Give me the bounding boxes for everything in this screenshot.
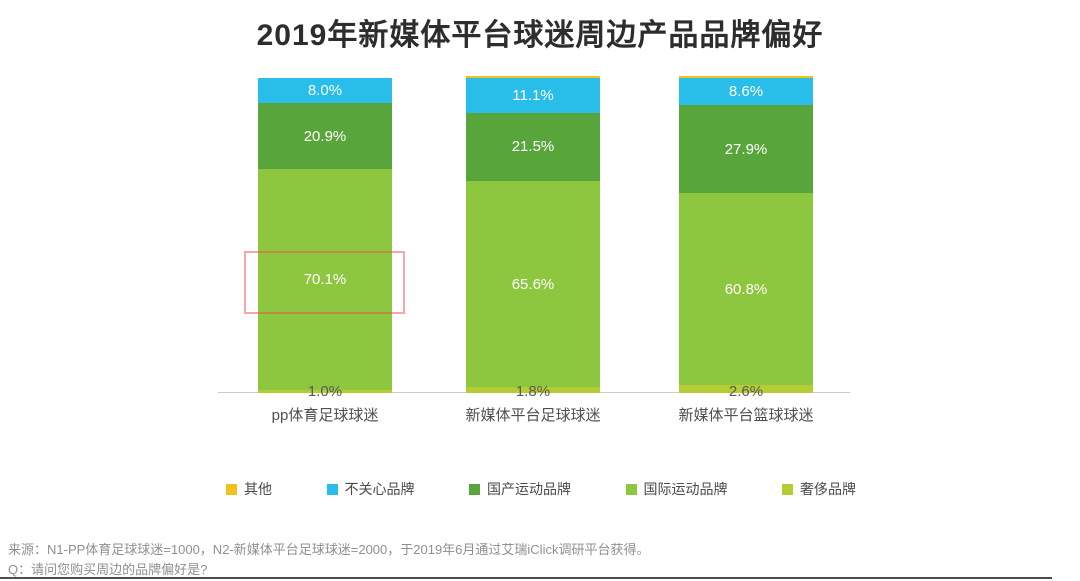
segment-value-label: 20.9% <box>303 127 347 145</box>
legend-item-domestic-sports-brand: 国产运动品牌 <box>469 482 571 496</box>
source-note: 来源：N1-PP体育足球球迷=1000，N2-新媒体平台足球球迷=2000，于2… <box>8 542 650 557</box>
legend-swatch-icon <box>469 483 480 495</box>
segment-value-label: 70.1% <box>303 270 347 288</box>
legend-label: 国产运动品牌 <box>487 481 571 497</box>
segment-value-label: 27.9% <box>724 140 768 158</box>
segment-luxury-brand <box>466 387 600 393</box>
segment-domestic-sports-brand: 27.9% <box>679 105 813 194</box>
segment-luxury-brand <box>258 389 392 393</box>
luxury-value-label: 1.0% <box>307 383 343 400</box>
chart-legend: 其他 不关心品牌 国产运动品牌 国际运动品牌 奢侈品牌 <box>226 482 856 496</box>
bar-new-media-basketball-fans: 8.6% 27.9% 60.8% <box>679 76 813 393</box>
segment-international-sports-brand: 65.6% <box>466 180 600 388</box>
category-label-new-media-basketball: 新媒体平台篮球球迷 <box>678 407 814 424</box>
segment-international-sports-brand: 60.8% <box>679 193 813 385</box>
legend-label: 不关心品牌 <box>344 481 415 497</box>
segment-no-brand-preference: 8.6% <box>679 78 813 106</box>
segment-value-label: 8.0% <box>307 82 343 100</box>
segment-domestic-sports-brand: 21.5% <box>466 113 600 181</box>
segment-no-brand-preference: 11.1% <box>466 78 600 113</box>
legend-swatch-icon <box>625 483 637 495</box>
segment-domestic-sports-brand: 20.9% <box>258 103 392 170</box>
highlight-box <box>244 251 405 314</box>
luxury-value-label: 2.6% <box>728 383 764 400</box>
legend-label: 国际运动品牌 <box>643 481 728 497</box>
segment-value-label: 8.6% <box>728 83 764 101</box>
legend-swatch-icon <box>782 483 793 495</box>
legend-label: 奢侈品牌 <box>800 481 856 497</box>
segment-value-label: 65.6% <box>511 275 555 293</box>
legend-item-no-brand-preference: 不关心品牌 <box>326 481 415 497</box>
category-label-new-media-football: 新媒体平台足球球迷 <box>465 407 601 424</box>
survey-question: Q：请问您购买周边的品牌偏好是? <box>8 562 208 577</box>
legend-swatch-icon <box>226 483 237 495</box>
segment-other <box>679 76 813 79</box>
segment-value-label: 60.8% <box>724 280 768 298</box>
legend-swatch-icon <box>326 483 338 495</box>
bar-pp-sports-football-fans: 8.0% 20.9% 70.1% <box>258 78 392 393</box>
legend-label: 其他 <box>244 481 272 497</box>
legend-item-international-sports-brand: 国际运动品牌 <box>625 481 728 497</box>
segment-international-sports-brand: 70.1% <box>258 169 392 390</box>
segment-value-label: 11.1% <box>512 87 554 105</box>
legend-item-luxury-brand: 奢侈品牌 <box>782 482 856 496</box>
category-label-pp-sports: pp体育足球球迷 <box>271 407 379 424</box>
legend-item-other: 其他 <box>226 482 272 496</box>
luxury-value-label: 1.8% <box>515 383 551 400</box>
segment-luxury-brand <box>679 384 813 393</box>
chart-title: 2019年新媒体平台球迷周边产品品牌偏好 <box>256 19 824 52</box>
bar-new-media-football-fans: 11.1% 21.5% 65.6% <box>466 76 600 393</box>
bottom-divider <box>0 577 1052 579</box>
segment-value-label: 21.5% <box>511 138 555 156</box>
segment-other <box>466 76 600 79</box>
segment-no-brand-preference: 8.0% <box>258 78 392 104</box>
